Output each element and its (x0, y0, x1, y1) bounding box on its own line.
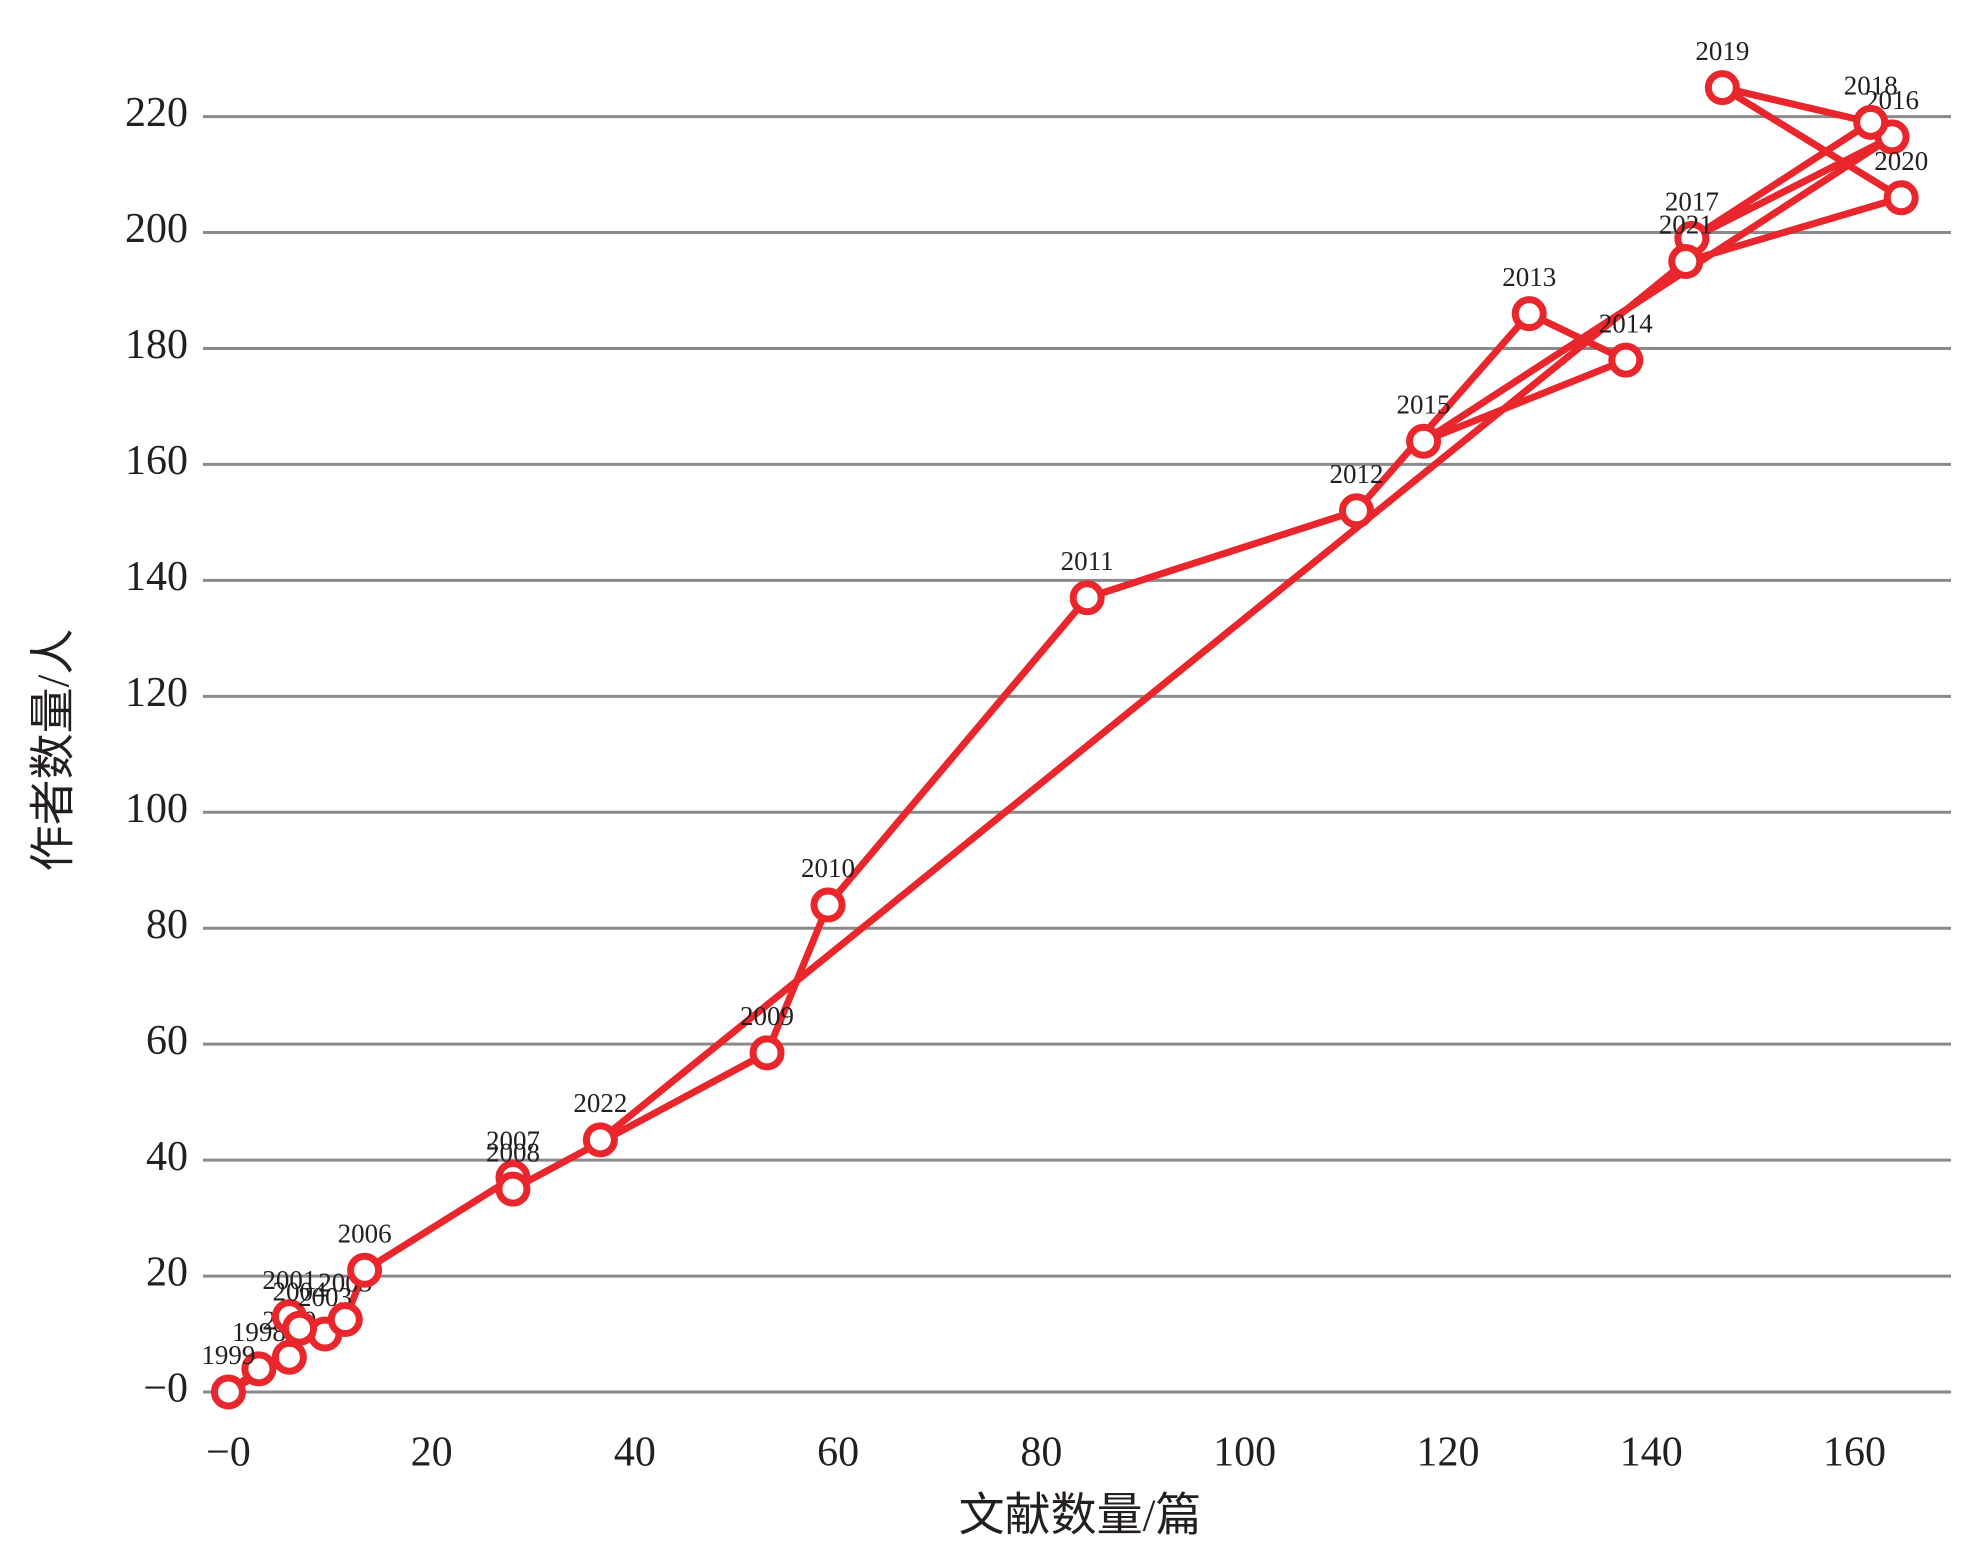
y-tick-label: 160 (125, 438, 188, 484)
point-label: 2019 (1695, 36, 1749, 66)
point-label: 2011 (1061, 546, 1114, 576)
y-tick-label: −0 (143, 1366, 188, 1412)
y-tick-label: 80 (146, 902, 188, 948)
data-point (495, 1171, 531, 1207)
x-tick-label: 160 (1823, 1430, 1886, 1476)
x-tick-label: 120 (1416, 1430, 1479, 1476)
data-point (1406, 423, 1442, 459)
point-label: 2009 (740, 1001, 794, 1031)
point-label: 2008 (486, 1137, 540, 1167)
x-axis-title: 文献数量/篇 (959, 1490, 1202, 1541)
data-point (282, 1310, 318, 1346)
point-label: 2021 (1659, 210, 1713, 240)
x-tick-label: 80 (1020, 1430, 1062, 1476)
data-point (210, 1374, 246, 1410)
data-point (1853, 104, 1889, 140)
data-point (1883, 180, 1919, 216)
x-tick-label: 60 (817, 1430, 859, 1476)
point-label: 2001 (262, 1265, 316, 1295)
point-label: 2017 (1665, 187, 1719, 217)
data-point (241, 1351, 277, 1387)
point-label: 1999 (201, 1340, 255, 1370)
data-point (1511, 296, 1547, 332)
x-tick-label: 140 (1620, 1430, 1683, 1476)
y-tick-label: 60 (146, 1018, 188, 1064)
point-label: 2007 (486, 1126, 540, 1156)
y-tick-label: 100 (125, 786, 188, 832)
x-tick-label: 40 (614, 1430, 656, 1476)
data-point (1338, 493, 1374, 529)
point-label: 2014 (1599, 308, 1654, 338)
data-point (1608, 342, 1644, 378)
data-point (1704, 70, 1740, 106)
point-label: 2004 (273, 1276, 328, 1306)
data-point (347, 1252, 383, 1288)
point-label: 2020 (1874, 146, 1928, 176)
y-tick-label: 180 (125, 322, 188, 368)
y-tick-label: 20 (146, 1250, 188, 1296)
y-tick-label: 40 (146, 1134, 188, 1180)
data-point (1668, 244, 1704, 280)
x-tick-label: 100 (1213, 1430, 1276, 1476)
point-label: 2010 (801, 853, 855, 883)
data-point (327, 1302, 363, 1338)
point-label: 2006 (338, 1218, 392, 1248)
data-point (271, 1339, 307, 1375)
y-axis-title: 作者数量/人 (28, 629, 79, 872)
point-label: 2018 (1844, 71, 1898, 101)
x-tick-label: −0 (206, 1430, 251, 1476)
point-label: 2022 (573, 1088, 627, 1118)
y-tick-label: 140 (125, 554, 188, 600)
data-point (749, 1035, 785, 1071)
point-label: 2015 (1397, 389, 1451, 419)
y-tick-label: 200 (125, 206, 188, 252)
y-tick-label: 220 (125, 90, 188, 136)
point-label: 2013 (1502, 262, 1556, 292)
data-point (810, 887, 846, 923)
data-line (224, 84, 1905, 1396)
data-point (582, 1122, 618, 1158)
point-label: 2012 (1329, 459, 1383, 489)
y-tick-label: 120 (125, 670, 188, 716)
data-point (1069, 580, 1105, 616)
x-tick-label: 20 (411, 1430, 453, 1476)
